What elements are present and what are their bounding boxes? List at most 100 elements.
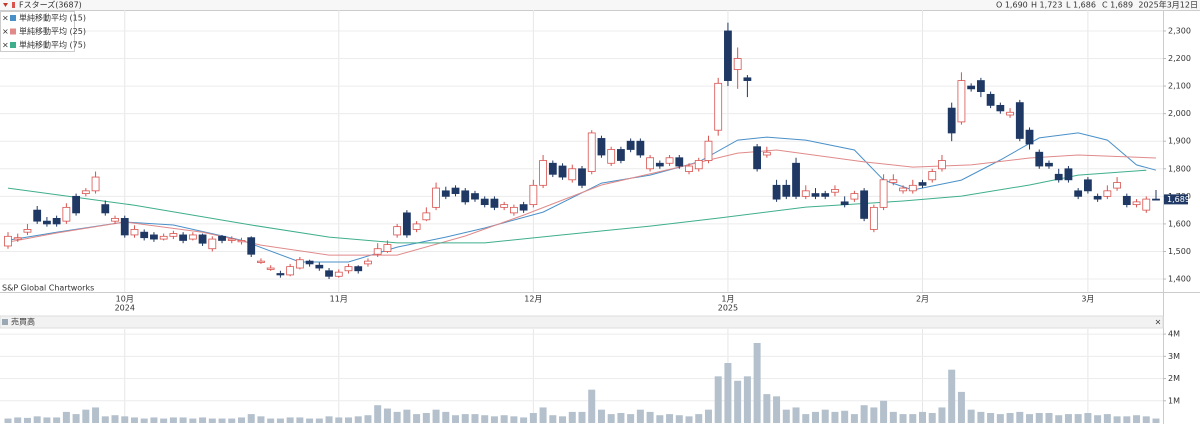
candle-body xyxy=(831,189,839,193)
candle-body xyxy=(237,240,246,243)
candle-body xyxy=(1093,195,1102,200)
candle-body xyxy=(714,82,723,131)
y-tick-label: 2,000 xyxy=(1168,109,1191,118)
volume-bar xyxy=(510,416,518,423)
volume-bar xyxy=(121,416,129,423)
volume-bar xyxy=(276,418,284,423)
symbol-name: Fスターズ(3687) xyxy=(19,0,82,10)
candle-body xyxy=(675,157,684,167)
candle-body xyxy=(383,244,392,252)
volume-bar xyxy=(1123,416,1131,423)
candle-body xyxy=(558,165,567,178)
volume-bar xyxy=(597,409,605,423)
y-tick-label: 3M xyxy=(1168,352,1180,361)
candle-body xyxy=(967,85,976,90)
volume-bar xyxy=(695,414,703,423)
candle-body xyxy=(52,217,61,225)
volume-bar xyxy=(1006,413,1014,423)
volume-bar xyxy=(948,369,956,423)
candle-body xyxy=(646,157,655,170)
candle-body xyxy=(188,234,197,240)
volume-bar xyxy=(919,411,927,423)
candle-body xyxy=(286,266,295,276)
candle-body xyxy=(519,204,528,211)
candle-body xyxy=(733,58,742,70)
volume-bar xyxy=(578,411,586,423)
volume-bar xyxy=(452,415,460,423)
volume-bar xyxy=(442,411,450,423)
y-tick-label: 1,800 xyxy=(1168,164,1191,173)
quote-low: L 1,686 xyxy=(1066,1,1096,10)
candle-body xyxy=(334,271,343,277)
volume-bar xyxy=(704,409,712,423)
y-tick-label: 2,100 xyxy=(1168,82,1191,91)
volume-bar xyxy=(1016,411,1024,423)
x-tick-label: 11月 xyxy=(330,295,348,304)
volume-bar xyxy=(802,414,810,423)
dropdown-arrow[interactable] xyxy=(3,3,8,7)
candle-body xyxy=(986,93,995,106)
volume-bar xyxy=(559,416,567,423)
x-tick-label: 1月 xyxy=(721,295,734,304)
volume-bar xyxy=(588,389,596,423)
volume-bar xyxy=(549,415,557,423)
y-tick-label: 1M xyxy=(1168,396,1180,405)
credit: S&P Global Chartworks xyxy=(2,284,94,293)
volume-bar xyxy=(286,417,294,423)
candle-body xyxy=(412,223,421,230)
candle-body xyxy=(879,179,888,208)
candle-body xyxy=(938,160,946,170)
flag-icon xyxy=(12,2,15,8)
candle-body xyxy=(918,182,927,186)
legend-swatch xyxy=(10,42,16,48)
candle-body xyxy=(364,260,372,265)
quote-date: 2025年3月12日 xyxy=(1138,0,1198,10)
volume-bar xyxy=(33,416,41,423)
legend-remove: × xyxy=(2,27,9,36)
volume-bar xyxy=(520,417,528,423)
candle-body xyxy=(587,132,596,172)
volume-bar xyxy=(82,409,90,423)
volume-bar xyxy=(189,418,197,423)
moving-average-line xyxy=(7,132,1157,263)
volume-bar xyxy=(383,408,391,423)
moving-average-line xyxy=(7,149,1157,256)
y-tick-label: 1,500 xyxy=(1168,247,1191,256)
candle-body xyxy=(325,270,333,277)
x-tick-label: 12月 xyxy=(524,295,542,304)
candle-body xyxy=(1015,102,1024,139)
legend-swatch xyxy=(10,28,16,35)
header-bar xyxy=(0,0,1200,10)
x-tick-label: 3月 xyxy=(1081,295,1094,304)
candle-body xyxy=(1122,195,1131,206)
candle-body xyxy=(276,273,285,276)
candle-body xyxy=(295,259,304,269)
candle-body xyxy=(315,264,324,269)
volume-bar xyxy=(821,409,829,423)
candle-body xyxy=(782,184,791,197)
volume-bar xyxy=(646,411,654,423)
volume-bar xyxy=(325,416,333,423)
volume-bar xyxy=(490,416,498,423)
volume-bar xyxy=(237,417,245,423)
candle-body xyxy=(441,190,450,197)
volume-close[interactable]: × xyxy=(1155,318,1162,327)
candle-body xyxy=(509,206,518,214)
volume-bar xyxy=(140,418,148,423)
y-tick-label: 2M xyxy=(1168,374,1180,383)
x-year-label: 2024 xyxy=(115,304,135,313)
y-tick-label: 1,900 xyxy=(1168,137,1191,146)
volume-bar xyxy=(675,415,683,423)
volume-bar xyxy=(393,411,401,423)
volume-bar xyxy=(666,414,674,423)
volume-bar xyxy=(354,416,362,423)
candle-body xyxy=(354,266,363,272)
y-tick-label: 2,200 xyxy=(1168,54,1191,63)
volume-bar xyxy=(1084,413,1092,423)
candle-body xyxy=(1132,201,1141,206)
quote-close: C 1,689 xyxy=(1102,1,1133,10)
candle-body xyxy=(811,193,820,197)
candle-body xyxy=(159,235,168,240)
volume-bar xyxy=(568,411,576,423)
candle-body xyxy=(889,179,898,183)
